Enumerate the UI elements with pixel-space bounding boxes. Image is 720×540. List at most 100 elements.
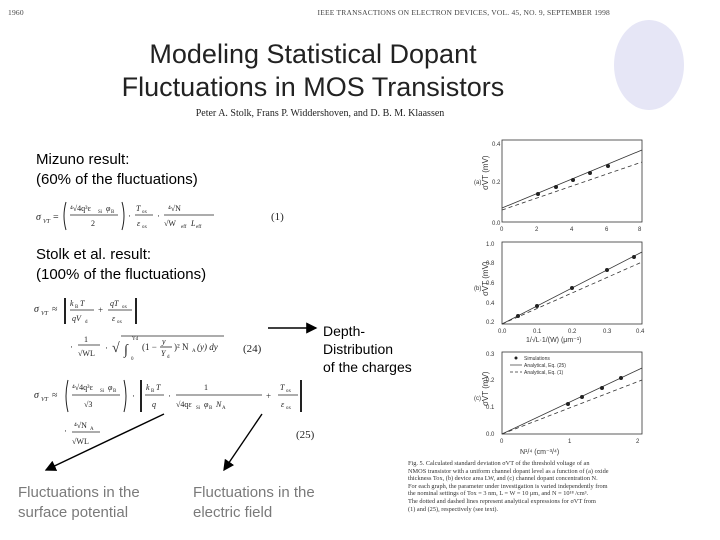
svg-text:≈: ≈	[52, 304, 58, 315]
depth-label-2: Distribution	[323, 341, 394, 357]
svg-text:⁴√4q³ε: ⁴√4q³ε	[70, 204, 92, 213]
svg-text:=: =	[53, 212, 59, 223]
svg-text:VT: VT	[43, 219, 51, 225]
svg-text:1: 1	[84, 335, 88, 344]
svg-text:·: ·	[64, 426, 67, 436]
svg-text:≈: ≈	[52, 390, 58, 401]
svg-text:ox: ox	[142, 225, 148, 230]
svg-text:ε: ε	[137, 219, 141, 228]
svg-text:(y) dy: (y) dy	[197, 342, 218, 352]
svg-text:A: A	[192, 349, 196, 354]
plot-c-legend: Analytical, Eq. (1)	[524, 370, 564, 376]
plot-b: σVT (mV) (b) 0.2 0.4 0.6 0.8 1.0 0.0 0.1…	[470, 236, 670, 346]
svg-text:qT: qT	[110, 299, 119, 308]
plot-a-xtick: 4	[570, 227, 574, 233]
plot-a-xtick: 0	[500, 227, 504, 233]
svg-text:(1 −: (1 −	[142, 342, 157, 352]
svg-text:ε: ε	[112, 314, 116, 323]
paper-authors: Peter A. Stolk, Frans P. Widdershoven, a…	[195, 108, 445, 119]
plot-c-ytick: 0.2	[486, 378, 495, 384]
svg-text:·: ·	[132, 391, 135, 401]
plot-c-ylabel: σVT (mV)	[481, 371, 490, 406]
svg-text:eff: eff	[196, 225, 202, 230]
svg-text:·: ·	[168, 391, 171, 401]
caption-line: NMOS transistor with a uniform channel d…	[408, 467, 609, 475]
svg-text:·: ·	[157, 211, 160, 221]
svg-text:·: ·	[128, 211, 131, 221]
equation-25-image: σ VT ≈ ⁴√4q³ε Si φ B √3 · k B T q · 1 √4…	[34, 376, 304, 454]
field-label-1: Fluctuations in the	[193, 484, 315, 501]
svg-text:+: +	[98, 305, 103, 315]
svg-text:∫: ∫	[123, 343, 129, 358]
equation-1-number: (1)	[271, 211, 284, 223]
svg-text:ox: ox	[117, 320, 123, 325]
svg-text:k: k	[146, 383, 150, 392]
journal-header: IEEE TRANSACTIONS ON ELECTRON DEVICES, V…	[317, 8, 610, 17]
figure-caption: Fig. 5. Calculated standard deviation σV…	[408, 460, 708, 513]
electric-field-annotation: Fluctuations in the electric field	[193, 483, 315, 523]
plot-a-xtick: 2	[535, 227, 539, 233]
svg-text:Si: Si	[100, 389, 105, 394]
title-line-2: Fluctuations in MOS Transistors	[121, 72, 505, 102]
svg-text:√WL: √WL	[72, 437, 89, 446]
svg-text:B: B	[209, 406, 213, 411]
svg-text:d: d	[167, 355, 170, 360]
svg-text:Yd: Yd	[132, 337, 139, 342]
svg-text:⁴√N: ⁴√N	[74, 421, 87, 430]
paper-title: Modeling Statistical Dopant Fluctuations…	[118, 38, 508, 104]
plot-b-ylabel: σVT (mV)	[481, 261, 490, 296]
plot-a-ytick: 0.0	[492, 221, 501, 227]
plot-b-ytick: 0.8	[486, 261, 495, 267]
svg-text:T: T	[156, 383, 161, 392]
svg-text:√: √	[112, 341, 120, 356]
svg-text:σ: σ	[34, 390, 40, 401]
svg-text:ox: ox	[142, 210, 148, 215]
svg-text:√W: √W	[164, 219, 176, 228]
svg-text:T: T	[80, 299, 85, 308]
plot-c-legend: Analytical, Eq. (25)	[524, 363, 566, 369]
decorative-blob	[614, 20, 684, 110]
surface-label-1: Fluctuations in the	[18, 484, 140, 501]
mizuno-annotation: Mizuno result: (60% of the fluctuations)	[36, 150, 198, 190]
svg-text:2: 2	[91, 219, 95, 228]
plot-a-ylabel: σVT (mV)	[481, 155, 490, 190]
svg-text:d: d	[85, 320, 88, 325]
svg-text:σ: σ	[36, 212, 42, 223]
equation-24-image: σ VT ≈ k B T qV d + qT ox ε ox · 1 √WL ·…	[34, 294, 269, 372]
equation-25-number: (25)	[296, 429, 315, 441]
svg-text:VT: VT	[41, 311, 49, 317]
svg-text:T: T	[280, 383, 285, 392]
svg-text:φ: φ	[204, 400, 209, 409]
svg-text:Si: Si	[98, 210, 103, 215]
caption-line: (1) and (25), respectively (see text).	[408, 505, 499, 513]
plot-b-xtick: 0.3	[603, 329, 612, 335]
svg-text:A: A	[90, 427, 94, 432]
plot-a-ytick: 0.2	[492, 180, 501, 186]
caption-line: thickness Tox, (b) device area LW, and (…	[408, 475, 598, 483]
plot-a: σVT (mV) (a) 0.0 0.2 0.4 0 2 4 6 8	[470, 134, 670, 234]
mizuno-label: Mizuno result:	[36, 151, 130, 168]
plot-b-xtick: 0.0	[498, 329, 507, 335]
plot-a-panel: (a)	[474, 180, 481, 186]
caption-line: For each graph, the parameter under inve…	[408, 482, 608, 490]
page-number: 1960	[8, 8, 24, 17]
svg-text:q: q	[152, 400, 156, 409]
svg-text:ox: ox	[122, 305, 128, 310]
svg-text:√4qε: √4qε	[176, 400, 192, 409]
svg-text:ox: ox	[286, 406, 292, 411]
svg-text:φ: φ	[106, 204, 111, 213]
svg-text:+: +	[266, 391, 271, 401]
svg-text:N: N	[215, 400, 222, 409]
field-label-2: electric field	[193, 504, 273, 521]
svg-text:⁴√N: ⁴√N	[168, 204, 181, 213]
plot-c-legend: Simulations	[524, 356, 550, 362]
plot-b-xtick: 0.1	[533, 329, 542, 335]
plot-c-ytick: 0.3	[486, 352, 495, 358]
plot-a-xtick: 8	[638, 227, 642, 233]
svg-text:B: B	[151, 389, 155, 394]
plot-c-panel: (c)	[474, 396, 481, 402]
title-line-1: Modeling Statistical Dopant	[149, 39, 477, 69]
svg-text:qV: qV	[72, 314, 82, 323]
plot-c: σVT (mV) (c) 0.0 0.1 0.2 0.3 0 1 2 N¹/⁴ …	[470, 346, 670, 458]
svg-text:)² N: )² N	[174, 342, 189, 352]
